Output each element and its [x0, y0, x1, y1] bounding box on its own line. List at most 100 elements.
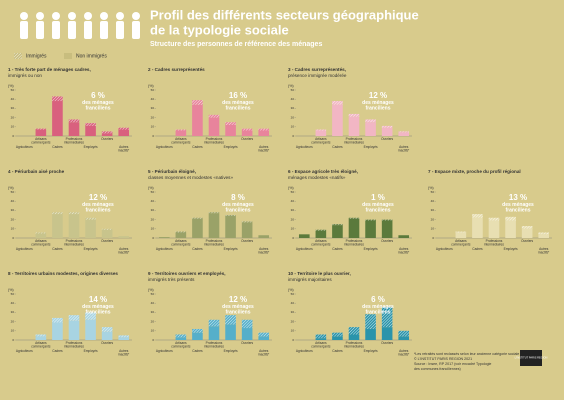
bar-non-immigres	[118, 236, 130, 238]
x-tick-label: Artisans commerçants	[311, 239, 331, 246]
y-tick-label: 10	[11, 227, 15, 231]
bar-immigres	[381, 306, 393, 328]
x-tick-label: Autres inactifs*	[118, 247, 130, 254]
bar-immigres	[192, 328, 203, 333]
share-value: 12 %	[89, 193, 107, 202]
bar-non-immigres	[332, 104, 343, 136]
y-tick-label: 50	[291, 88, 295, 92]
x-tick-label: Professions intermédiaires	[344, 239, 364, 246]
y-tick-label: 10	[291, 329, 295, 333]
y-tick-label: 0	[12, 236, 14, 240]
bar-non-immigres	[398, 235, 410, 238]
bar-immigres	[118, 335, 130, 338]
bar-immigres	[85, 123, 96, 126]
x-tick-label: Cadres	[52, 247, 63, 251]
bar-non-immigres	[398, 132, 410, 136]
share-label: des ménages franciliens	[82, 304, 114, 316]
bar-non-immigres	[175, 130, 187, 136]
x-tick-label: Autres inactifs*	[398, 247, 410, 254]
y-axis-label: (%)	[288, 84, 294, 88]
bar-non-immigres	[192, 332, 203, 340]
bar-non-immigres	[381, 127, 393, 136]
bar-non-immigres	[258, 130, 270, 136]
y-tick-label: 30	[151, 208, 155, 212]
y-tick-label: 0	[152, 236, 154, 240]
x-tick-label: Cadres	[192, 349, 203, 353]
x-tick-label: Ouvriers	[381, 137, 393, 141]
bar-immigres	[332, 224, 343, 226]
x-tick-label: Professions intermédiaires	[484, 239, 504, 246]
y-tick-label: 20	[151, 217, 155, 221]
bar-immigres	[381, 219, 393, 221]
x-tick-label: Ouvriers	[521, 239, 533, 243]
y-tick-label: 50	[431, 190, 435, 194]
bar-non-immigres	[192, 104, 203, 136]
bar-immigres	[258, 332, 270, 337]
x-tick-label: Professions intermédiaires	[344, 341, 364, 348]
footnote-line: © L'INSTITUT PARIS REGION 2021	[414, 357, 472, 361]
bar-non-immigres	[68, 214, 80, 238]
bar-non-immigres	[348, 334, 360, 340]
bar-immigres	[521, 226, 533, 229]
legend-swatch	[64, 53, 72, 59]
panel-title: présence immigrée modérée	[288, 73, 347, 78]
x-tick-label: Cadres	[332, 247, 343, 251]
bar-non-immigres	[208, 213, 220, 238]
y-tick-label: 40	[151, 301, 155, 305]
x-tick-label: Professions intermédiaires	[344, 137, 364, 144]
bar-non-immigres	[225, 324, 236, 340]
panel-title: 2 - Cadres surreprésentés	[148, 67, 205, 72]
y-tick-label: 40	[151, 97, 155, 101]
bar-immigres	[35, 334, 47, 337]
bar-immigres	[101, 327, 113, 332]
y-tick-label: 20	[151, 319, 155, 323]
bar-immigres	[398, 131, 410, 133]
x-tick-label: Artisans commerçants	[171, 239, 191, 246]
y-tick-label: 0	[432, 236, 434, 240]
bar-non-immigres	[505, 220, 516, 238]
bar-non-immigres	[365, 220, 376, 238]
bar-immigres	[52, 96, 63, 102]
y-tick-label: 30	[11, 208, 15, 212]
bar-non-immigres	[52, 101, 63, 136]
y-axis-label: (%)	[148, 186, 154, 190]
bar-non-immigres	[348, 218, 360, 238]
share-value: 6 %	[91, 91, 105, 100]
bar-immigres	[101, 131, 113, 134]
panel-title: 8 - Territoires urbains modestes, origin…	[8, 271, 118, 276]
x-tick-label: Professions intermédiaires	[64, 341, 84, 348]
x-tick-label: Ouvriers	[101, 239, 113, 243]
y-tick-label: 10	[151, 329, 155, 333]
y-tick-label: 50	[151, 88, 155, 92]
y-tick-label: 0	[152, 338, 154, 342]
x-tick-label: Ouvriers	[241, 239, 253, 243]
y-axis-label: (%)	[148, 288, 154, 292]
subtitle: Structure des personnes de référence des…	[150, 41, 322, 48]
bar-non-immigres	[365, 328, 376, 340]
title: Profil des différents secteurs géographi…	[150, 7, 419, 22]
x-tick-label: Autres inactifs*	[118, 145, 130, 152]
bar-non-immigres	[68, 320, 80, 340]
x-tick-label: Employés	[364, 349, 378, 353]
bar-non-immigres	[118, 337, 130, 340]
x-tick-label: Ouvriers	[381, 239, 393, 243]
y-axis-label: (%)	[8, 186, 14, 190]
bar-non-immigres	[398, 336, 410, 340]
bar-immigres	[472, 214, 483, 218]
x-tick-label: Agriculteurs	[156, 145, 173, 149]
x-tick-label: Autres inactifs*	[258, 145, 270, 152]
bar-immigres	[68, 119, 80, 123]
share-value: 13 %	[509, 193, 527, 202]
panel-title: 3 - Cadres surreprésentés,	[288, 67, 346, 72]
x-tick-label: Autres inactifs*	[398, 145, 410, 152]
bar-immigres	[488, 217, 500, 221]
y-tick-label: 40	[431, 199, 435, 203]
x-tick-label: Autres inactifs*	[118, 349, 130, 356]
y-tick-label: 10	[11, 329, 15, 333]
bar-non-immigres	[101, 229, 113, 238]
bar-non-immigres	[208, 117, 220, 136]
y-tick-label: 30	[291, 208, 295, 212]
y-axis-label: (%)	[8, 84, 14, 88]
x-tick-label: Cadres	[472, 247, 483, 251]
